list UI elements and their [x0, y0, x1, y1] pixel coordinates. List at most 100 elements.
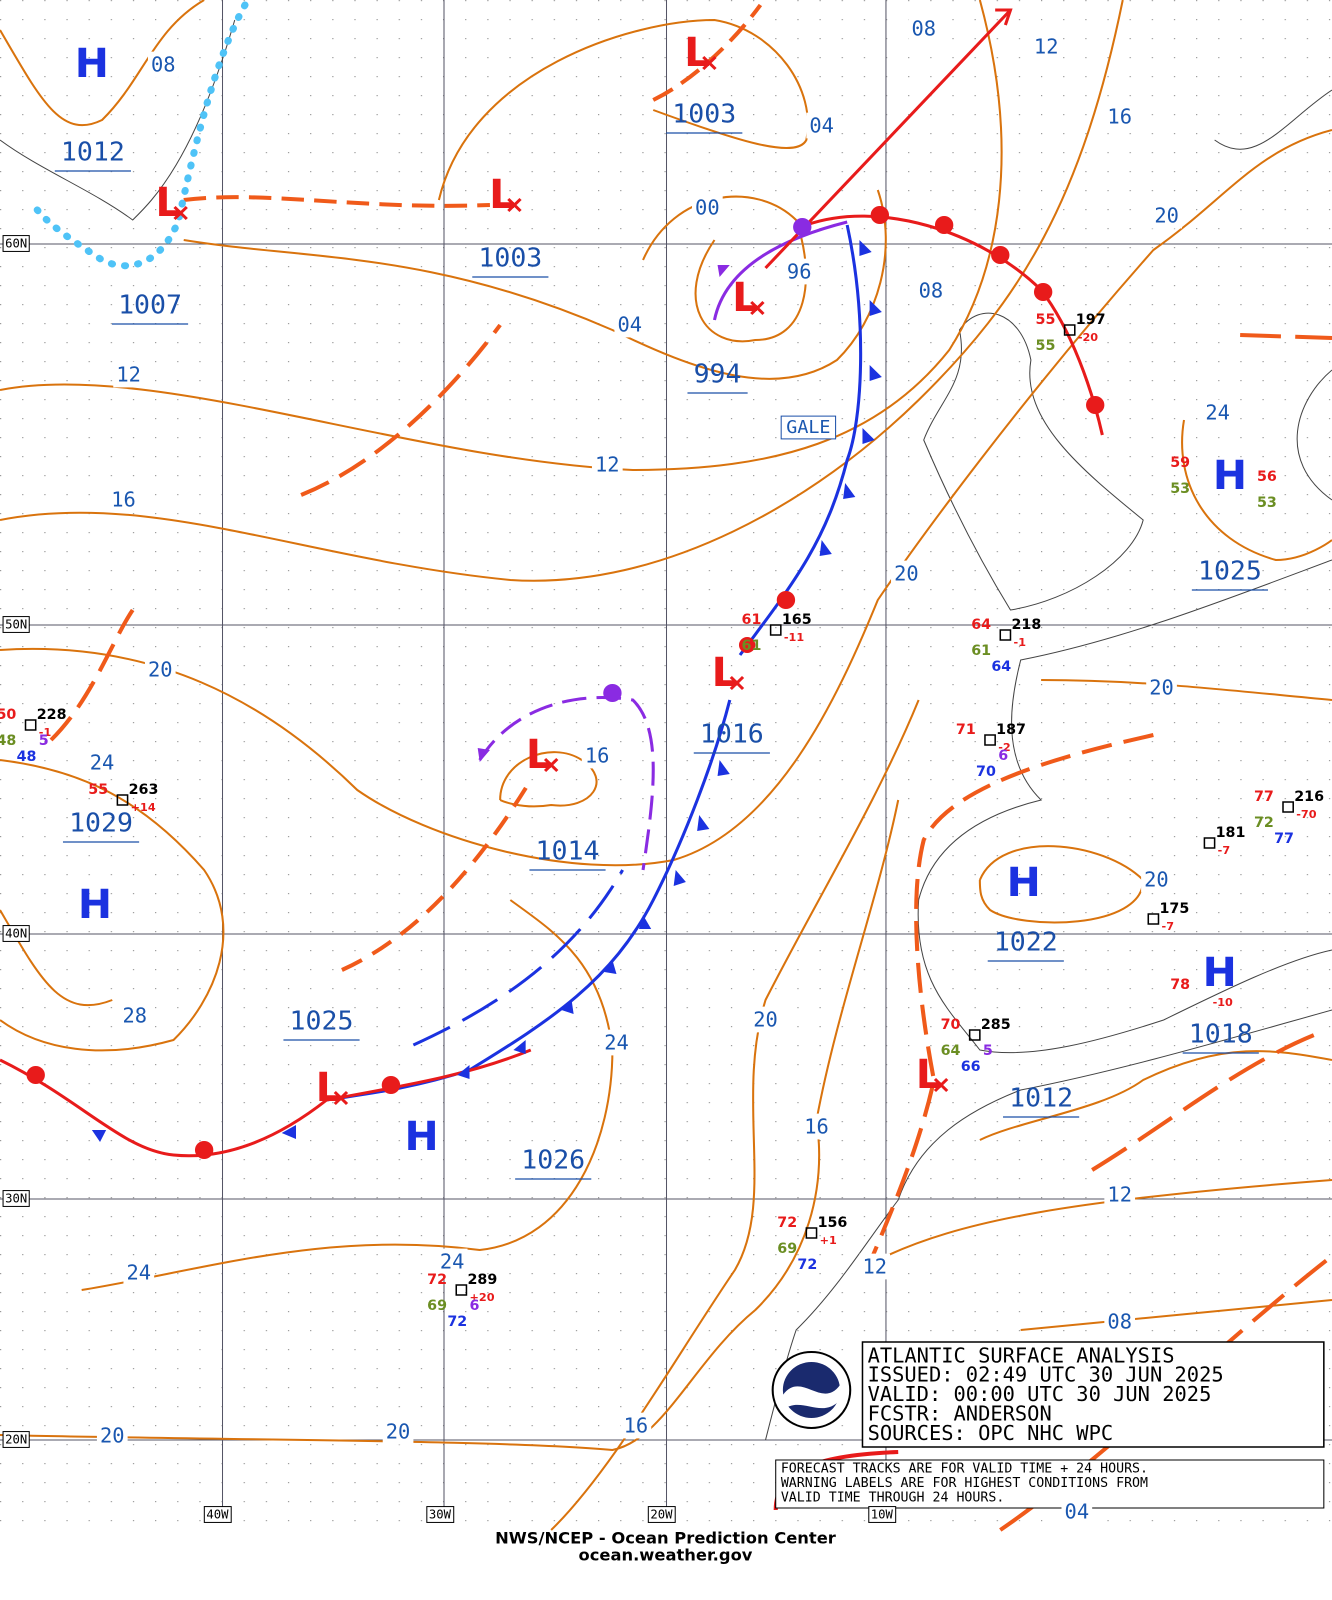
station-dewpoint: 53: [1170, 481, 1190, 497]
footer-line: NWS/NCEP - Ocean Prediction Center: [495, 1529, 836, 1548]
pressure-label: 1003: [478, 244, 542, 274]
station-dewpoint: 72: [1254, 815, 1274, 831]
low-center-mark: [173, 205, 188, 221]
station-dewpoint: 55: [1036, 338, 1056, 354]
station-marker: [1147, 913, 1160, 925]
pressure-system: L: [489, 170, 515, 218]
station-visibility: 5: [983, 1043, 993, 1059]
longitude-label: 20W: [650, 1508, 673, 1522]
station-pressure: 175: [1160, 901, 1190, 917]
station-temp: 61: [742, 612, 762, 628]
isobar-label: 12: [862, 1255, 887, 1279]
station-temp: 78: [1170, 977, 1190, 993]
label-box: [1061, 1498, 1093, 1525]
low-center-mark: [933, 1077, 949, 1093]
low-center-mark: [729, 675, 745, 691]
station-marker: [769, 624, 782, 636]
label-box: [2, 925, 30, 942]
label-box: [1104, 103, 1136, 130]
coastlines: [0, 19, 1332, 1441]
isobar-label: 24: [127, 1261, 152, 1285]
isobar-label: 04: [1065, 1500, 1090, 1524]
pressure-system: L: [526, 730, 552, 778]
longitude-label: 40W: [206, 1508, 229, 1522]
station-tendency: +14: [131, 801, 156, 814]
isobar-label: 20: [1149, 676, 1174, 700]
latitude-label: 50N: [5, 618, 27, 632]
isobar-label: 16: [585, 744, 610, 768]
isobar-label: 20: [753, 1008, 778, 1032]
longitude-label: 10W: [871, 1508, 894, 1522]
pressure-label: 1022: [994, 928, 1058, 958]
station-temp: 59: [1170, 455, 1190, 471]
isobar-label: 20: [894, 562, 919, 586]
label-box: [144, 656, 176, 683]
isobar-label: 24: [440, 1250, 465, 1274]
pressure-label: 1018: [1189, 1020, 1253, 1050]
station-marker: [1282, 801, 1294, 813]
station-temp: 70: [941, 1017, 961, 1033]
label-box: [2, 1190, 30, 1207]
station-tendency: -20: [1078, 331, 1099, 344]
station-marker: [805, 1227, 818, 1239]
label-box: [750, 1006, 781, 1033]
station-tendency: -2: [998, 741, 1010, 754]
station-tendency: -7: [1162, 920, 1174, 933]
pressure-system: L: [916, 1050, 942, 1098]
station-marker: [24, 719, 37, 731]
front-symbols: [26, 206, 1105, 1159]
pressure-system: L: [155, 178, 181, 226]
pressure-system: H: [1203, 948, 1237, 996]
label-box: [1104, 1181, 1136, 1208]
isobar-label: 24: [604, 1031, 629, 1055]
low-center-mark: [507, 197, 522, 213]
label-box: [868, 1506, 897, 1523]
station-wave: 64: [991, 659, 1011, 675]
label-box: [1104, 1308, 1136, 1335]
longitude-label: 30W: [429, 1508, 452, 1522]
station-wave: 48: [17, 749, 37, 765]
label-box: [119, 1002, 151, 1029]
isobars: [0, 0, 1332, 1531]
pressure-label: 1025: [1198, 557, 1262, 587]
isobar-label: 20: [100, 1424, 125, 1448]
latitude-label: 30N: [5, 1192, 27, 1206]
station-pressure: 289: [467, 1272, 497, 1288]
latitude-label: 60N: [5, 237, 27, 251]
station-dewpoint: 53: [1257, 495, 1277, 511]
isobar-label: 16: [1107, 105, 1132, 129]
label-box: [2, 616, 30, 633]
station-marker: [116, 794, 129, 806]
station-tendency: +20: [470, 1291, 495, 1304]
isobar-label: 12: [1034, 35, 1059, 59]
isobar-label: 20: [1154, 204, 1179, 228]
label-box: [203, 1506, 232, 1523]
noaa-logo: [771, 1351, 852, 1429]
pressure-system: L: [684, 28, 710, 76]
station-marker: [1203, 837, 1216, 849]
isobar-label: 12: [116, 363, 141, 387]
isobar-label: 20: [386, 1420, 411, 1444]
label-box: [601, 1029, 632, 1056]
label-box: [2, 235, 30, 252]
station-tendency: -11: [784, 631, 804, 644]
station-wave: 77: [1274, 831, 1294, 847]
info-note: FORECAST TRACKS ARE FOR VALID TIME + 24 …: [781, 1462, 1148, 1477]
label-box: [620, 1412, 652, 1439]
label-box: [147, 51, 179, 78]
label-box: [691, 194, 723, 221]
pressure-system: L: [732, 273, 758, 321]
station-marker: [968, 1029, 981, 1041]
info-title: ATLANTIC SURFACE ANALYSIS: [868, 1344, 1175, 1368]
station-marker: [1063, 324, 1076, 336]
station-dewpoint: 69: [777, 1241, 797, 1257]
pressure-system: H: [1007, 858, 1041, 906]
label-box: [591, 451, 623, 478]
station-temp: 72: [777, 1215, 797, 1231]
label-box: [436, 1248, 468, 1275]
isobar-label: 16: [804, 1115, 829, 1139]
isobar-label: 04: [617, 313, 642, 337]
station-marker: [455, 1284, 468, 1296]
label-box: [581, 742, 613, 769]
warning-label: GALE: [786, 417, 830, 438]
